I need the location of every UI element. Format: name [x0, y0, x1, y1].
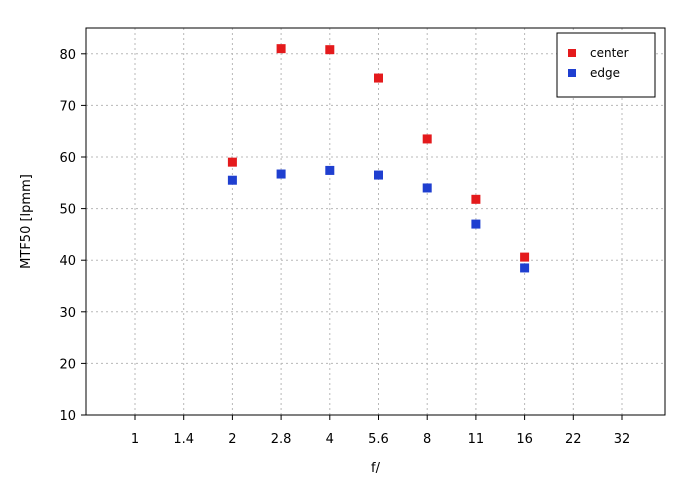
y-axis-label: MTF50 [lpmm] [19, 174, 34, 269]
x-tick-label: 22 [565, 432, 582, 447]
point-center [325, 45, 335, 55]
plot-border [85, 27, 666, 416]
point-edge [422, 183, 432, 193]
point-edge [520, 263, 530, 273]
point-center [276, 44, 286, 54]
plot-frame [85, 27, 666, 416]
legend-box [556, 32, 656, 98]
y-tick-label: 50 [59, 203, 76, 218]
y-tick-label: 10 [59, 409, 76, 424]
y-tick-label: 30 [59, 306, 76, 321]
x-tick-label: 8 [423, 432, 431, 447]
y-tick-label: 60 [59, 151, 76, 166]
data-points [227, 44, 530, 273]
x-tick-label: 1.4 [173, 432, 194, 447]
legend-label-edge: edge [590, 66, 620, 80]
x-tick-label: 4 [326, 432, 334, 447]
point-center [374, 73, 383, 83]
y-axis-ticks: 10 20 30 40 50 60 70 80 [59, 48, 86, 424]
legend-swatch-center [568, 49, 576, 57]
point-center [422, 134, 432, 144]
legend-swatch-edge [568, 69, 576, 77]
x-tick-label: 2.8 [271, 432, 292, 447]
x-axis-label: f/ [371, 461, 381, 476]
point-edge [325, 165, 335, 175]
point-edge [374, 170, 383, 180]
x-tick-label: 5.6 [368, 432, 389, 447]
point-center [227, 157, 237, 167]
point-center [471, 194, 481, 204]
x-tick-label: 2 [228, 432, 236, 447]
y-tick-label: 40 [59, 254, 76, 269]
y-tick-label: 20 [59, 357, 76, 372]
point-edge [276, 169, 286, 179]
point-center [520, 252, 530, 262]
x-tick-label: 11 [468, 432, 485, 447]
x-axis-ticks: 1 1.4 2 2.8 4 5.6 8 11 16 22 32 [131, 415, 630, 447]
y-tick-label: 80 [59, 48, 76, 63]
legend: center edge [556, 32, 656, 98]
x-tick-label: 32 [614, 432, 631, 447]
grid [86, 28, 665, 415]
point-edge [227, 175, 237, 185]
point-edge [471, 219, 481, 229]
x-tick-label: 1 [131, 432, 139, 447]
legend-label-center: center [590, 46, 629, 60]
x-tick-label: 16 [516, 432, 533, 447]
y-tick-label: 70 [59, 99, 76, 114]
